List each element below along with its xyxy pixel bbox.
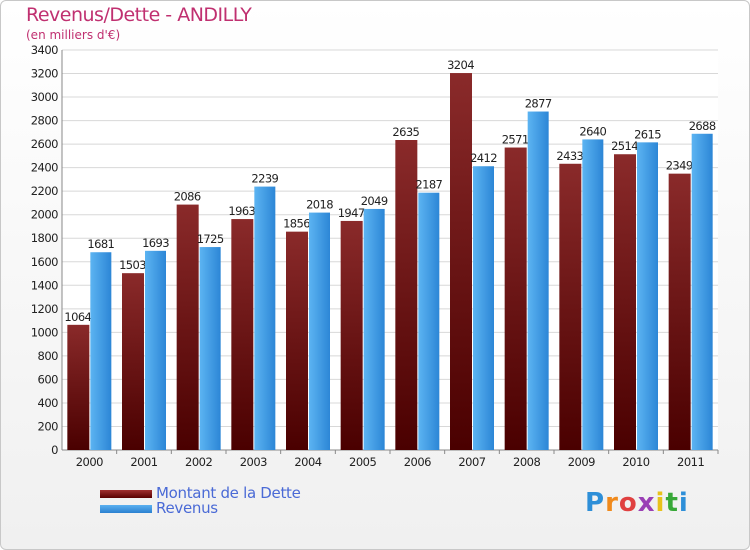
data-label-revenus: 2615: [634, 127, 661, 141]
y-tick-label: 0: [51, 443, 58, 457]
y-tick-label: 2600: [31, 137, 58, 151]
x-tick-label: 2002: [185, 455, 212, 469]
logo-letter: i: [655, 488, 666, 518]
legend-label-revenus: Revenus: [156, 499, 218, 517]
data-label-dette: 1963: [228, 204, 255, 218]
y-tick-label: 200: [38, 419, 59, 433]
data-label-dette: 2635: [392, 125, 419, 139]
bar-revenus: [199, 247, 221, 450]
x-tick-label: 2007: [458, 455, 485, 469]
x-tick-label: 2005: [349, 455, 376, 469]
y-tick-label: 1600: [31, 255, 58, 269]
x-tick-label: 2003: [240, 455, 267, 469]
data-label-dette: 1947: [338, 206, 365, 220]
logo-letter: P: [585, 488, 606, 518]
bar-dette: [504, 147, 527, 450]
y-tick-label: 400: [38, 396, 59, 410]
x-tick-label: 2008: [513, 455, 540, 469]
x-tick-label: 2004: [294, 455, 321, 469]
data-label-revenus: 2688: [689, 119, 716, 133]
y-tick-label: 1400: [31, 278, 58, 292]
bar-dette: [122, 273, 144, 450]
bar-revenus: [418, 192, 440, 451]
data-label-revenus: 1693: [142, 236, 169, 250]
data-label-revenus: 2018: [306, 198, 333, 212]
data-label-revenus: 1681: [87, 237, 114, 251]
bar-revenus: [637, 142, 658, 450]
data-label-revenus: 2049: [361, 194, 388, 208]
data-label-dette: 1856: [283, 217, 310, 231]
data-label-dette: 1064: [64, 310, 91, 324]
x-tick-label: 2001: [130, 455, 157, 469]
bar-revenus: [527, 111, 549, 450]
x-tick-label: 2006: [404, 455, 431, 469]
x-tick-label: 2000: [76, 455, 103, 469]
bar-dette: [668, 173, 691, 450]
bar-dette: [559, 163, 582, 450]
legend-item-revenus: Revenus: [100, 501, 301, 516]
legend-swatch-dette: [100, 489, 152, 498]
bar-revenus: [254, 186, 276, 450]
bar-revenus: [691, 133, 713, 450]
legend: Montant de la Dette Revenus: [100, 486, 301, 516]
bar-revenus: [473, 166, 494, 450]
bar-revenus: [145, 250, 166, 450]
y-tick-label: 600: [38, 372, 59, 386]
logo-letter: t: [665, 488, 679, 518]
y-tick-label: 3000: [31, 90, 58, 104]
y-tick-label: 1000: [31, 325, 58, 339]
data-label-revenus: 2412: [470, 151, 497, 165]
chart-subtitle: (en milliers d'€): [26, 28, 121, 42]
legend-swatch-revenus: [100, 504, 152, 513]
bar-revenus: [309, 212, 330, 450]
data-label-dette: 3204: [447, 58, 474, 72]
proxiti-logo: Proxiti: [585, 488, 689, 518]
y-tick-label: 3400: [31, 43, 58, 57]
data-label-dette: 2433: [556, 149, 583, 163]
x-tick-label: 2011: [677, 455, 704, 469]
bar-revenus: [582, 139, 604, 451]
bar-dette: [176, 204, 199, 450]
y-tick-label: 800: [38, 349, 59, 363]
y-tick-label: 1800: [31, 231, 58, 245]
bar-dette: [395, 140, 418, 450]
y-tick-label: 2800: [31, 114, 58, 128]
y-tick-label: 3200: [31, 67, 58, 81]
data-label-dette: 1503: [119, 258, 146, 272]
y-tick-label: 2200: [31, 184, 58, 198]
x-tick-label: 2009: [568, 455, 595, 469]
data-label-dette: 2349: [666, 159, 693, 173]
bar-revenus: [90, 252, 112, 450]
logo-letter: x: [637, 488, 656, 518]
legend-item-dette: Montant de la Dette: [100, 486, 301, 501]
data-label-dette: 2086: [174, 190, 201, 204]
logo-letter: o: [618, 488, 638, 518]
legend-label-dette: Montant de la Dette: [156, 484, 301, 502]
chart-title: Revenus/Dette - ANDILLY: [26, 4, 252, 26]
y-tick-label: 2000: [31, 208, 58, 222]
data-label-revenus: 1725: [197, 232, 224, 246]
bar-dette: [67, 324, 90, 450]
data-label-dette: 2571: [502, 133, 529, 147]
bar-revenus: [363, 208, 385, 450]
bar-dette: [450, 73, 472, 450]
data-label-revenus: 2239: [251, 172, 278, 186]
bar-dette: [286, 231, 308, 450]
y-tick-label: 2400: [31, 161, 58, 175]
x-tick-label: 2010: [622, 455, 649, 469]
y-tick-label: 1200: [31, 302, 58, 316]
logo-letter: r: [605, 488, 619, 518]
logo-letter: i: [678, 488, 689, 518]
data-label-revenus: 2640: [579, 124, 606, 138]
plot-area: [62, 50, 718, 450]
data-label-revenus: 2187: [415, 178, 442, 192]
bar-dette: [614, 154, 636, 450]
bar-dette: [340, 220, 363, 450]
data-label-dette: 2514: [611, 139, 638, 153]
bar-dette: [231, 219, 254, 450]
data-label-revenus: 2877: [525, 97, 552, 111]
